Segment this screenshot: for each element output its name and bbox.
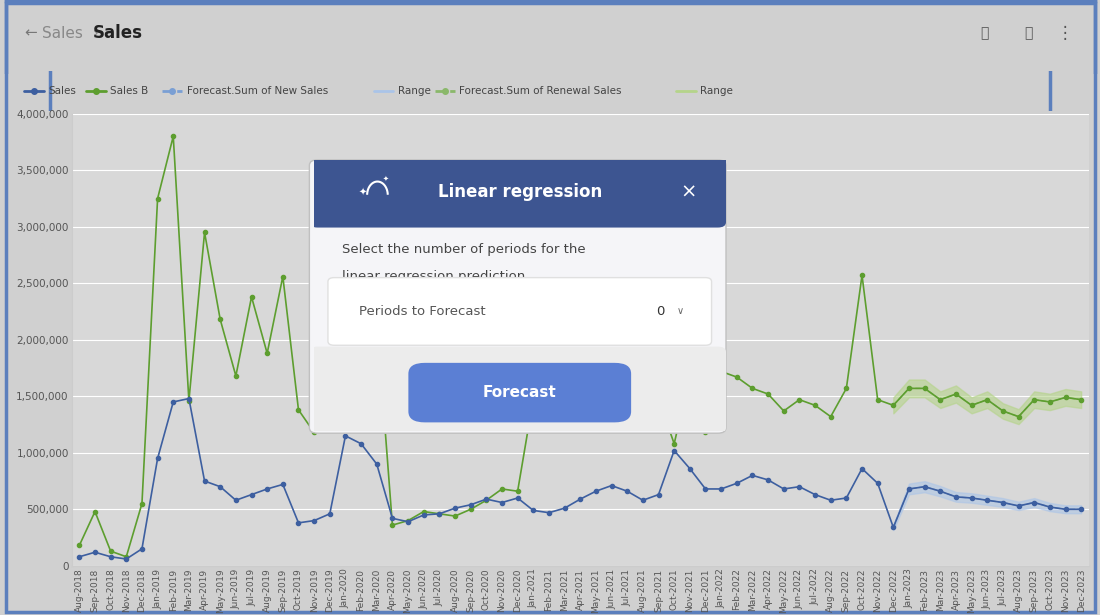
FancyBboxPatch shape [309, 347, 726, 433]
Text: ✦: ✦ [383, 176, 388, 182]
Text: ×: × [681, 183, 697, 202]
Text: ∨: ∨ [678, 306, 684, 317]
Text: 📊: 📊 [1024, 26, 1033, 40]
Text: Range: Range [701, 85, 734, 96]
Text: Forecast: Forecast [483, 385, 557, 400]
Text: Sales: Sales [48, 85, 76, 96]
Text: Sales: Sales [92, 24, 142, 42]
Text: Sales  ›: Sales › [42, 26, 98, 41]
Text: Sales B: Sales B [110, 85, 148, 96]
FancyBboxPatch shape [328, 277, 712, 345]
Bar [318, 352, 717, 428]
Text: Periods to Forecast: Periods to Forecast [359, 305, 485, 318]
Text: ←: ← [24, 26, 37, 41]
FancyBboxPatch shape [309, 160, 726, 433]
Text: Linear regression: Linear regression [438, 183, 602, 201]
Text: 🔔: 🔔 [980, 26, 989, 40]
FancyBboxPatch shape [408, 363, 631, 423]
Text: 0: 0 [656, 305, 664, 318]
Text: linear regression prediction.: linear regression prediction. [342, 270, 530, 283]
Bar [318, 189, 717, 222]
Text: ⋮: ⋮ [1056, 24, 1074, 42]
FancyBboxPatch shape [309, 154, 726, 228]
Text: ✦: ✦ [359, 188, 367, 197]
Text: Range: Range [398, 85, 430, 96]
Text: Select the number of periods for the: Select the number of periods for the [342, 243, 586, 256]
Text: Forecast.Sum of Renewal Sales: Forecast.Sum of Renewal Sales [460, 85, 621, 96]
Text: Forecast.Sum of New Sales: Forecast.Sum of New Sales [187, 85, 328, 96]
